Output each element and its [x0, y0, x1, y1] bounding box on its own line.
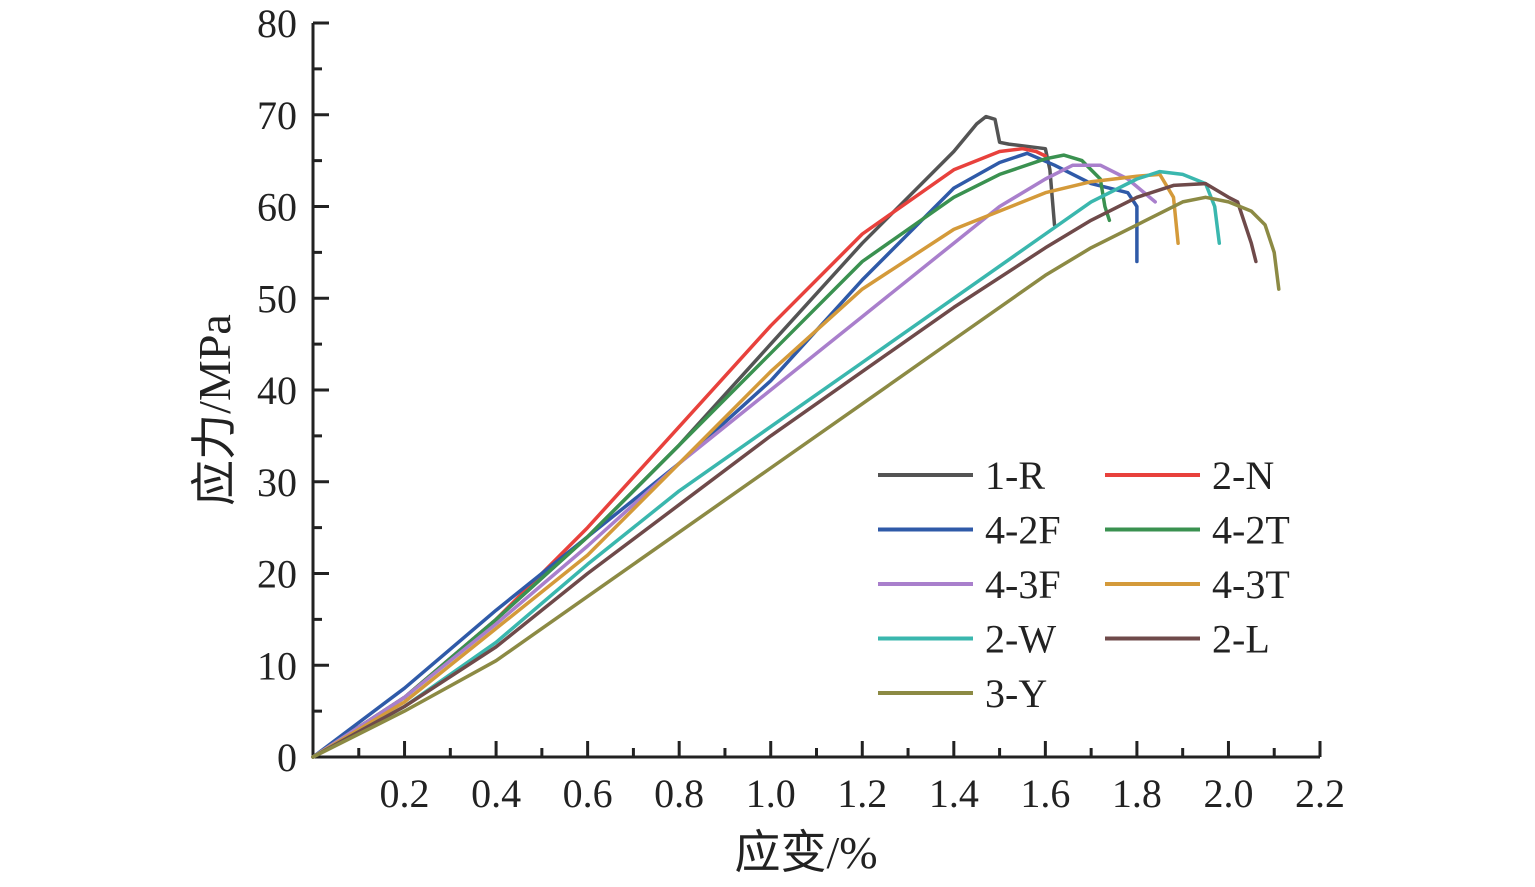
legend-label-2-L: 2-L: [1212, 617, 1270, 662]
x-tick-label: 0.2: [380, 771, 430, 816]
legend-label-4-2T: 4-2T: [1212, 508, 1290, 553]
y-tick-label: 50: [257, 276, 297, 321]
x-tick-label: 0.4: [471, 771, 521, 816]
series-lines: [311, 114, 1281, 759]
series-line-3-Y: [311, 195, 1281, 759]
series-line-1-R: [311, 114, 1057, 759]
series-line-4-2T: [311, 153, 1112, 759]
y-tick-label: 80: [257, 1, 297, 46]
legend-label-1-R: 1-R: [985, 453, 1045, 498]
y-tick-label: 10: [257, 643, 297, 688]
x-tick-label: 1.2: [837, 771, 887, 816]
series-line-2-W: [311, 169, 1222, 759]
y-axis-title: 应力/MPa: [189, 314, 240, 506]
y-tick-label: 0: [277, 735, 297, 780]
x-tick-label: 1.0: [746, 771, 796, 816]
legend: 1-R 2-N 4-2F 4-2T 4-3F 4-3T 2-W 2-L 3-Y: [878, 453, 1290, 716]
y-tick-label: 30: [257, 460, 297, 505]
y-tick-label: 20: [257, 552, 297, 597]
x-tick-label: 0.6: [563, 771, 613, 816]
legend-label-4-3T: 4-3T: [1212, 562, 1290, 607]
x-tick-label: 1.8: [1112, 771, 1162, 816]
legend-label-2-N: 2-N: [1212, 453, 1274, 498]
axes: 0.2 0.4 0.6 0.8 1.0 1.2 1.4 1.6 1.8 2.0 2.2 0 10 20 30…: [189, 1, 1345, 878]
series-line-2-L: [311, 181, 1258, 759]
x-tick-label: 2.0: [1203, 771, 1253, 816]
x-tick-label: 0.8: [654, 771, 704, 816]
x-tick-label: 2.2: [1295, 771, 1345, 816]
legend-label-4-2F: 4-2F: [985, 508, 1061, 553]
legend-label-3-Y: 3-Y: [985, 671, 1047, 716]
legend-label-2-W: 2-W: [985, 617, 1056, 662]
y-tick-label: 40: [257, 368, 297, 413]
series-line-4-3F: [311, 163, 1157, 759]
series-line-4-3T: [311, 172, 1180, 759]
x-tick-label: 1.4: [929, 771, 979, 816]
legend-label-4-3F: 4-3F: [985, 562, 1061, 607]
y-tick-label: 60: [257, 185, 297, 230]
y-tick-label: 70: [257, 93, 297, 138]
x-axis-title: 应变/%: [734, 827, 877, 878]
x-tick-label: 1.6: [1020, 771, 1070, 816]
